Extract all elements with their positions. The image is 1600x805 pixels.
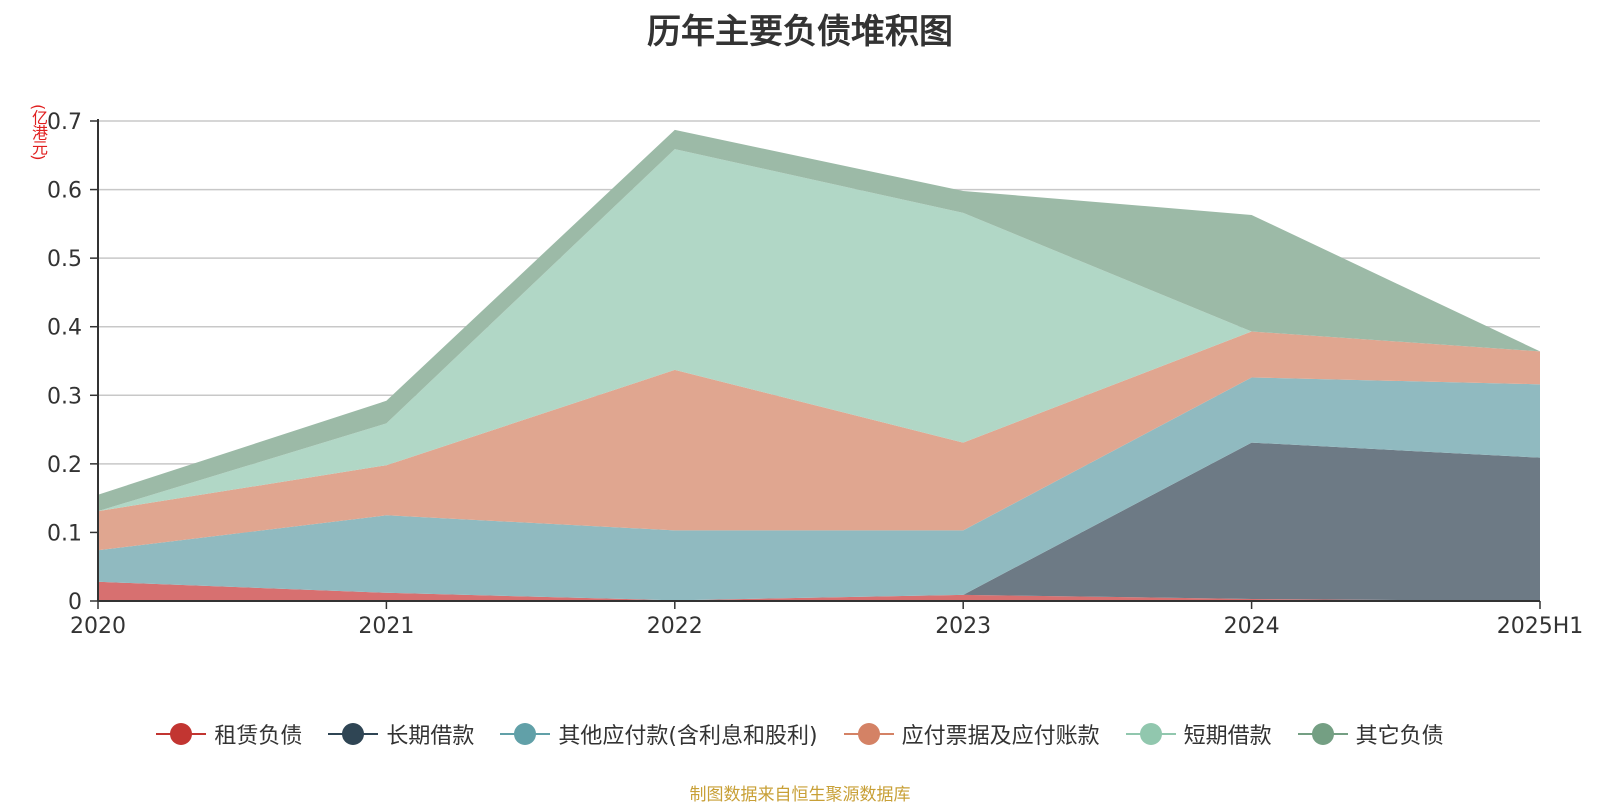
area-series-3 <box>98 377 1540 601</box>
legend-item-5[interactable]: 短期借款 <box>1125 718 1272 750</box>
x-tick-label: 2021 <box>358 614 414 639</box>
legend-item-1[interactable]: 租赁负债 <box>156 718 302 750</box>
legend-item-4[interactable]: 应付票据及应付账款 <box>843 718 1100 750</box>
x-tick-label: 2022 <box>647 614 703 639</box>
area-series-1 <box>98 581 1540 601</box>
legend: 租赁负债 长期借款 其他应付款(含利息和股利) 应付票据及应付账款 短期借款 其它负债 <box>0 718 1600 750</box>
y-tick-label: 0.3 <box>47 384 82 409</box>
legend-label: 其他应付款(含利息和股利) <box>558 724 818 749</box>
legend-swatch-icon <box>843 722 894 746</box>
area-series-6 <box>98 129 1540 512</box>
x-tick-label: 2025H1 <box>1497 614 1584 639</box>
y-tick-label: 0 <box>68 590 82 615</box>
y-tick-label: 0.4 <box>47 316 82 341</box>
area-series-5 <box>98 149 1540 512</box>
legend-item-2[interactable]: 长期借款 <box>328 718 474 750</box>
legend-swatch-icon <box>500 722 551 746</box>
legend-label: 应付票据及应付账款 <box>901 724 1100 749</box>
x-tick-label: 2020 <box>70 614 126 639</box>
y-tick-label: 0.2 <box>47 453 82 478</box>
y-tick-label: 0.6 <box>47 179 82 204</box>
y-axis-unit: (亿港元) <box>29 104 48 160</box>
legend-label: 其它负债 <box>1355 724 1444 749</box>
area-series-2 <box>98 442 1540 601</box>
legend-swatch-icon <box>328 722 379 746</box>
legend-swatch-icon <box>1297 722 1348 746</box>
y-tick-label: 0.7 <box>47 110 82 135</box>
x-tick-label: 2023 <box>935 614 991 639</box>
legend-swatch-icon <box>156 722 207 746</box>
legend-item-6[interactable]: 其它负债 <box>1297 718 1444 750</box>
data-source-note: 制图数据来自恒生聚源数据库 <box>689 785 911 805</box>
legend-item-3[interactable]: 其他应付款(含利息和股利) <box>500 718 818 750</box>
y-tick-label: 0.1 <box>47 521 82 546</box>
legend-swatch-icon <box>1125 722 1176 746</box>
y-tick-label: 0.5 <box>47 247 82 272</box>
legend-label: 长期借款 <box>386 724 475 749</box>
chart-title: 历年主要负债堆积图 <box>647 12 953 52</box>
area-series-4 <box>98 331 1540 551</box>
legend-label: 租赁负债 <box>214 724 303 749</box>
legend-label: 短期借款 <box>1183 724 1272 749</box>
x-tick-label: 2024 <box>1224 614 1280 639</box>
